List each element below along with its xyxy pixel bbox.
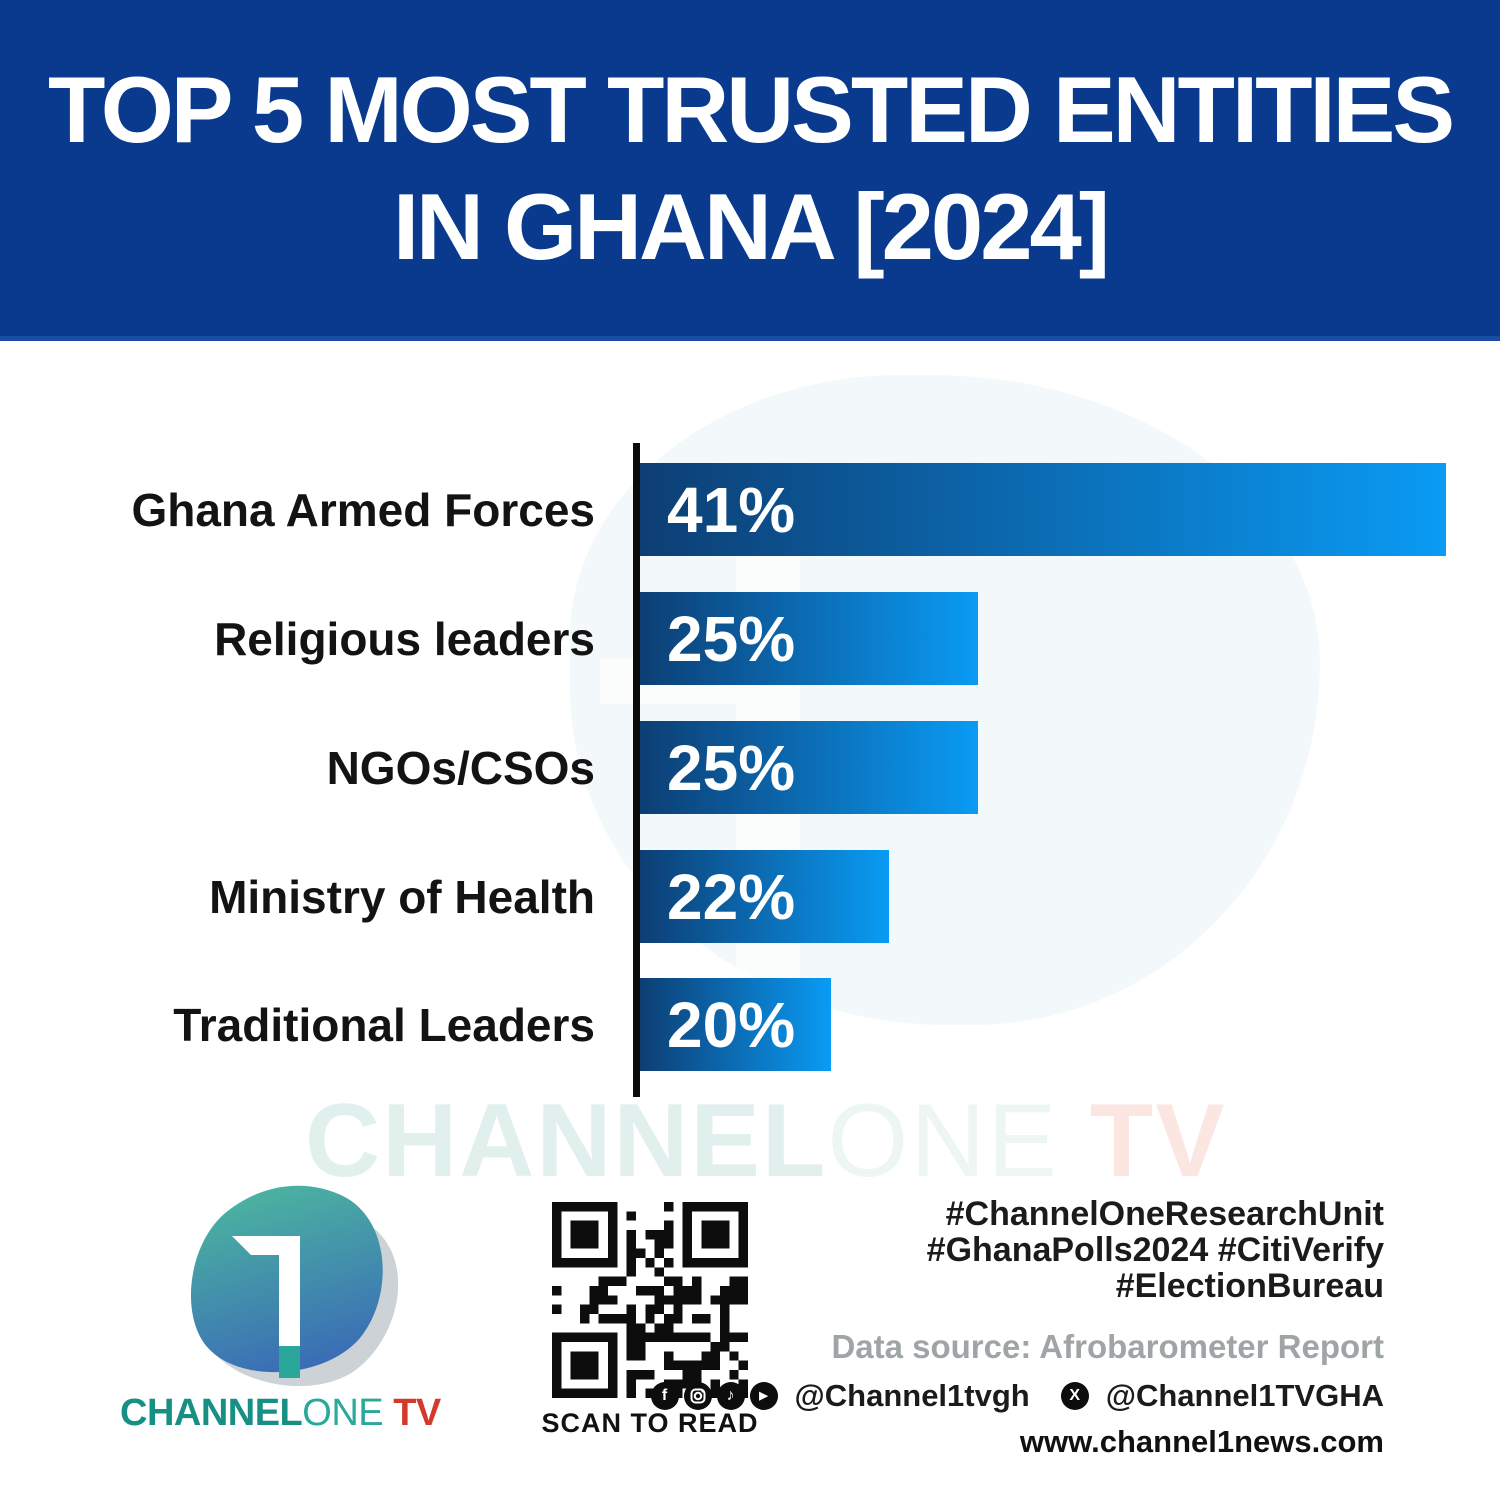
- brand-wordmark: CHANNELONE TV: [120, 1392, 441, 1435]
- brand-tv: TV: [383, 1392, 441, 1434]
- title-banner: TOP 5 MOST TRUSTED ENTITIES IN GHANA [20…: [0, 0, 1500, 341]
- hashtag-line: #ChannelOneResearchUnit: [945, 1195, 1384, 1233]
- footer-right-column: #ChannelOneResearchUnit #GhanaPolls2024 …: [650, 1195, 1384, 1460]
- page-title-line1: TOP 5 MOST TRUSTED ENTITIES: [47, 56, 1455, 162]
- hashtag-line: #GhanaPolls2024 #CitiVerify: [926, 1231, 1384, 1269]
- watermark-one: ONE: [827, 1083, 1059, 1199]
- website-url: www.channel1news.com: [1019, 1424, 1384, 1459]
- category-label: Religious leaders: [214, 612, 595, 665]
- social-handle-main: @Channel1tvgh: [794, 1378, 1030, 1413]
- watermark-tv: TV: [1058, 1083, 1227, 1199]
- logo-one-tail: [279, 1346, 300, 1378]
- bar-traditional-leaders: 20%: [640, 978, 831, 1071]
- instagram-icon: [683, 1382, 712, 1410]
- bar-religious-leaders: 25%: [640, 592, 978, 685]
- channel-one-pebble-logo-icon: [190, 1185, 398, 1387]
- category-label: Ministry of Health: [209, 870, 595, 923]
- bar-ngos-csos: 25%: [640, 721, 978, 814]
- social-row: f ♪ ▶ @Channel1tvgh X @Channel1TVGHA: [650, 1378, 1384, 1414]
- watermark-channel: CHANNEL: [305, 1083, 828, 1199]
- bar-row-religious-leaders: Religious leaders 25%: [0, 592, 1500, 685]
- qr-code-icon: [552, 1202, 748, 1398]
- bar-ministry-of-health: 22%: [640, 850, 889, 943]
- bar-row-traditional-leaders: Traditional Leaders 20%: [0, 978, 1500, 1071]
- bar-row-ghana-armed-forces: Ghana Armed Forces 41%: [0, 463, 1500, 556]
- watermark-text: CHANNELONE TV: [305, 1082, 1227, 1201]
- bar-ghana-armed-forces: 41%: [640, 463, 1446, 556]
- bar-row-ministry-of-health: Ministry of Health 22%: [0, 850, 1500, 943]
- bar-value-label: 25%: [667, 602, 796, 675]
- facebook-icon: f: [650, 1382, 679, 1410]
- bar-value-label: 25%: [667, 731, 796, 804]
- hashtag-line: #ElectionBureau: [1115, 1267, 1384, 1305]
- x-icon: X: [1060, 1382, 1089, 1410]
- bar-value-label: 41%: [667, 473, 796, 546]
- category-label: Ghana Armed Forces: [131, 483, 595, 536]
- qr-caption: SCAN TO READ: [541, 1408, 759, 1438]
- data-source-note: Data source: Afrobarometer Report: [831, 1328, 1384, 1365]
- tiktok-icon: ♪: [716, 1382, 745, 1410]
- bar-value-label: 20%: [667, 988, 796, 1061]
- bar-value-label: 22%: [667, 860, 796, 933]
- bar-row-ngos-csos: NGOs/CSOs 25%: [0, 721, 1500, 814]
- brand-one: ONE: [302, 1392, 384, 1434]
- youtube-icon: ▶: [749, 1382, 778, 1410]
- social-handle-x: @Channel1TVGHA: [1105, 1378, 1384, 1413]
- chart-axis-line: [633, 443, 640, 1097]
- category-label: NGOs/CSOs: [326, 741, 595, 794]
- bar-chart: Ghana Armed Forces 41% Religious leaders…: [0, 443, 1500, 1103]
- page-title-line2: IN GHANA [2024]: [392, 174, 1110, 279]
- category-label: Traditional Leaders: [173, 998, 595, 1051]
- logo-one-stem: [279, 1236, 300, 1346]
- brand-channel: CHANNEL: [120, 1392, 303, 1434]
